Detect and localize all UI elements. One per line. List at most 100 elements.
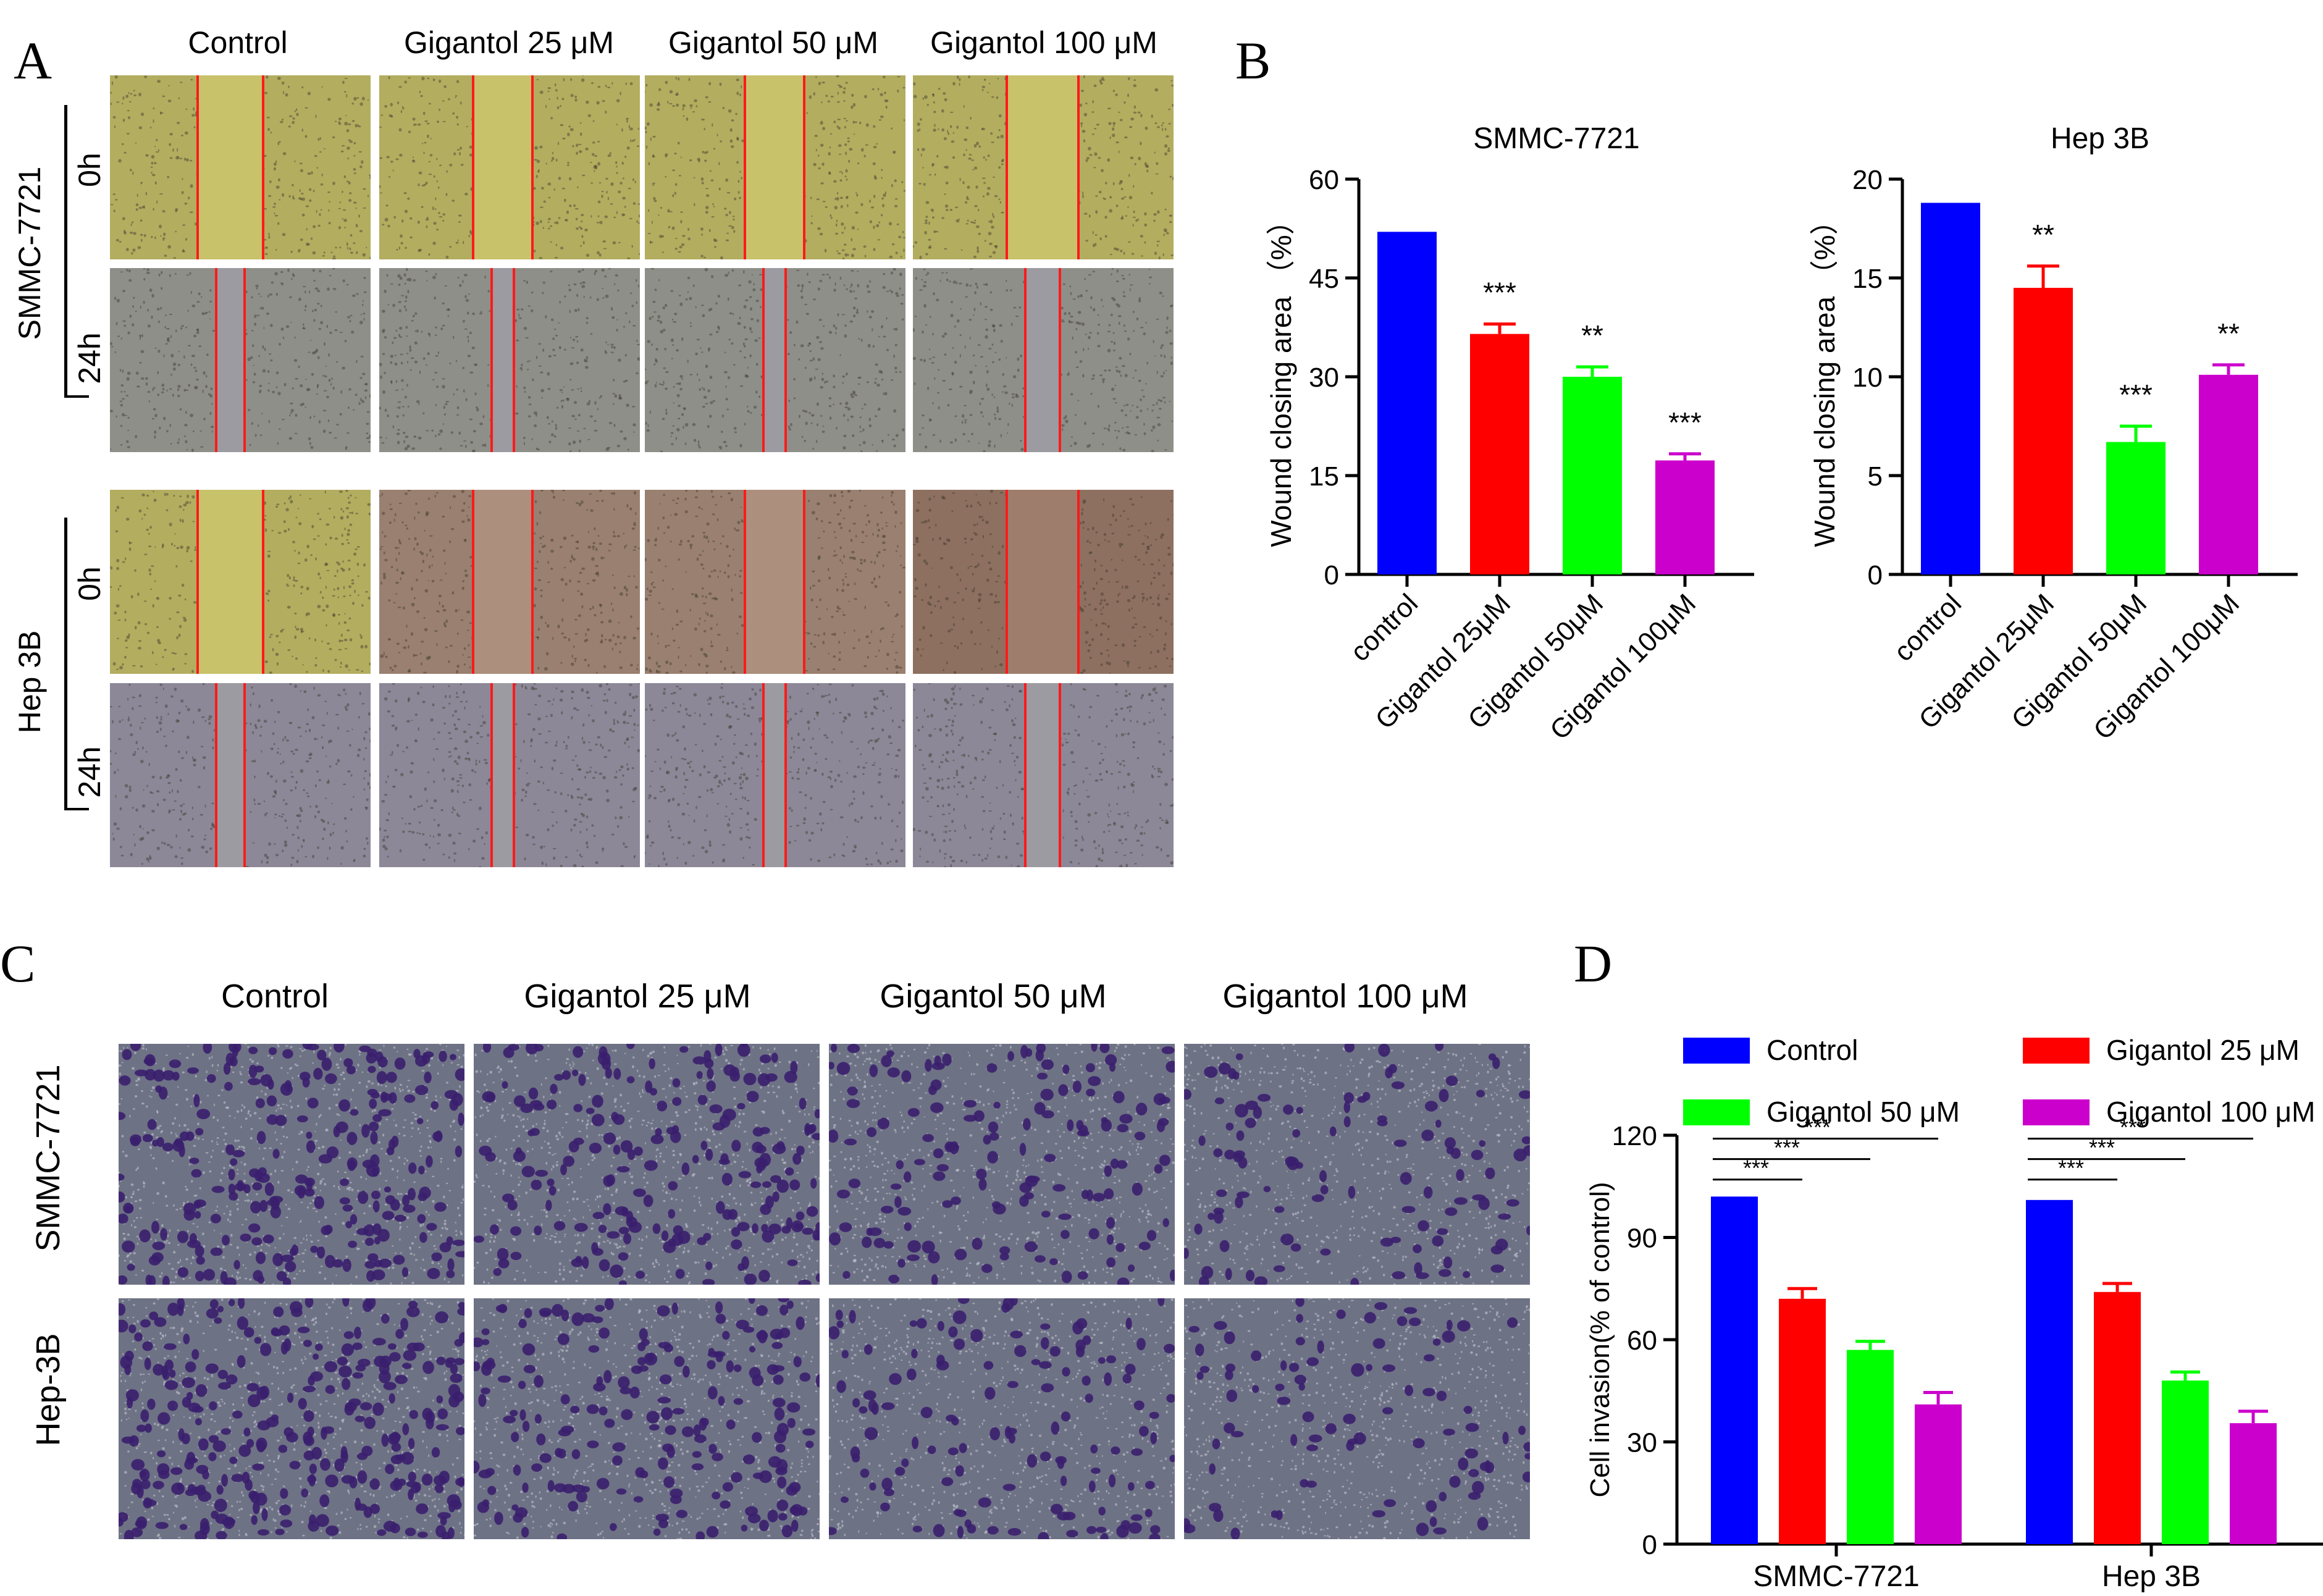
wound-image-hep-0h-3 [913, 490, 1174, 674]
bar-0-3 [1915, 1404, 1962, 1544]
y-tick-label: 120 [1612, 1121, 1657, 1151]
bar-2 [1563, 377, 1622, 574]
transwell-image-smmc-2 [829, 1044, 1175, 1285]
bar-1-0 [2026, 1199, 2073, 1544]
panel-a-row-smmc: SMMC-7721 [12, 166, 47, 340]
wound-image-smmc-0h-2 [645, 75, 905, 259]
significance-1: *** [1483, 277, 1516, 309]
y-tick-label: 60 [1309, 165, 1339, 195]
y-tick-label: 0 [1868, 560, 1883, 590]
significance-2: ** [1581, 319, 1603, 351]
y-tick-label: 10 [1852, 363, 1883, 393]
y-axis-label: Wound closing area （%） [1265, 206, 1297, 547]
chart-b-hep3b: Hep 3B 0 5 10 15 20 Wound closing area （%） cont… [1808, 122, 2298, 746]
x-tick-label-0: SMMC-7721 [1753, 1560, 1919, 1593]
bar-0-1 [1779, 1298, 1826, 1544]
y-tick-label: 30 [1309, 363, 1339, 393]
significance-3: *** [1668, 406, 1702, 439]
bar-3 [2199, 374, 2258, 574]
transwell-image-smmc-3 [1184, 1044, 1530, 1285]
legend-label-2: Gigantol 50 μM [1766, 1096, 1960, 1128]
legend-label-1: Gigantol 25 μM [2106, 1034, 2300, 1066]
legend-swatch-1 [2023, 1038, 2090, 1064]
panel-a-row-hep3b: Hep 3B [12, 630, 47, 734]
panel-a-bracket-hep3b [64, 518, 67, 810]
wound-image-hep-0h-1 [379, 490, 640, 674]
significance-2: *** [2119, 379, 2153, 411]
wound-image-hep-24h-1 [379, 683, 640, 867]
panel-a-bracket-hep3b-end [64, 808, 89, 810]
x-tick-label-0: control [1888, 588, 1967, 667]
panel-label-c: C [0, 934, 36, 993]
transwell-image-hep-1 [474, 1298, 820, 1539]
panel-a-col-g50: Gigantol 50 μM [668, 25, 879, 60]
y-tick-label: 20 [1852, 165, 1883, 195]
bar-0 [1377, 232, 1437, 574]
panel-a-col-g100: Gigantol 100 μM [930, 25, 1157, 60]
wound-image-smmc-24h-2 [645, 268, 905, 452]
legend-swatch-2 [1683, 1099, 1750, 1125]
significance-3: ** [2217, 317, 2240, 350]
panel-a-time-24h-2: 24h [72, 746, 107, 798]
bar-0-2 [1847, 1350, 1894, 1544]
wound-image-hep-24h-0 [110, 683, 371, 867]
transwell-image-hep-0 [119, 1298, 464, 1539]
panel-label-b: B [1235, 31, 1271, 90]
chart-title: Hep 3B [2051, 122, 2149, 155]
panel-a-bracket-smmc-end [64, 395, 89, 398]
legend-swatch-0 [1683, 1038, 1750, 1064]
significance-1: ** [2032, 219, 2054, 251]
legend-label-0: Control [1766, 1034, 1858, 1066]
transwell-image-smmc-0 [119, 1044, 464, 1285]
y-tick-label: 15 [1852, 264, 1883, 294]
y-axis-label: Cell invasion(% of control) [1585, 1182, 1615, 1497]
y-tick-label: 0 [1642, 1530, 1657, 1560]
bar-1-2 [2162, 1380, 2209, 1544]
bar-2 [2106, 442, 2165, 574]
y-axis-label: Wound closing area （%） [1808, 206, 1841, 547]
panel-a-col-control: Control [188, 25, 288, 60]
panel-a-time-0h-2: 0h [72, 566, 107, 601]
y-tick-label: 90 [1627, 1224, 1657, 1254]
y-tick-label: 30 [1627, 1428, 1657, 1458]
transwell-image-hep-2 [829, 1298, 1175, 1539]
panel-a-time-0h-1: 0h [72, 153, 107, 187]
bar-0 [1921, 203, 1980, 574]
legend-label-3: Gigantol 100 μM [2106, 1096, 2315, 1128]
panel-label-a: A [14, 31, 53, 90]
y-tick-label: 0 [1324, 560, 1339, 590]
wound-image-smmc-0h-1 [379, 75, 640, 259]
panel-c-col-g25: Gigantol 25 μM [524, 978, 751, 1015]
wound-image-smmc-24h-1 [379, 268, 640, 452]
wound-image-smmc-0h-3 [913, 75, 1174, 259]
x-tick-label-0: control [1345, 588, 1424, 667]
transwell-image-hep-3 [1184, 1298, 1530, 1539]
bar-3 [1655, 460, 1715, 574]
sig-label-0-3: *** [1805, 1115, 1831, 1140]
legend-swatch-3 [2023, 1099, 2090, 1125]
panel-a-time-24h-1: 24h [72, 332, 107, 384]
chart-b-smmc7721: SMMC-7721 0 15 30 45 60 Wound closing area （%）… [1265, 122, 1754, 746]
transwell-image-smmc-1 [474, 1044, 820, 1285]
bar-1 [1470, 334, 1529, 574]
x-tick-label-1: Hep 3B [2102, 1560, 2201, 1593]
wound-image-smmc-24h-0 [110, 268, 371, 452]
panel-c-row-smmc: SMMC-7721 [30, 1064, 67, 1252]
panel-c-col-g100: Gigantol 100 μM [1222, 978, 1468, 1015]
bar-1-3 [2230, 1423, 2277, 1544]
panel-a-bracket-smmc [64, 105, 67, 398]
panel-c-col-control: Control [221, 978, 329, 1015]
bar-1-1 [2094, 1292, 2141, 1544]
wound-image-hep-0h-0 [110, 490, 371, 674]
chart-title: SMMC-7721 [1473, 122, 1639, 155]
panel-c-row-hep3b: Hep-3B [30, 1333, 67, 1447]
bar-0-0 [1711, 1196, 1758, 1544]
y-tick-label: 60 [1627, 1325, 1657, 1356]
y-tick-label: 45 [1309, 264, 1339, 294]
wound-image-hep-24h-3 [913, 683, 1174, 867]
panel-c-col-g50: Gigantol 50 μM [880, 978, 1107, 1015]
wound-image-hep-24h-2 [645, 683, 905, 867]
wound-image-smmc-24h-3 [913, 268, 1174, 452]
y-tick-label: 5 [1868, 461, 1883, 492]
wound-image-hep-0h-2 [645, 490, 905, 674]
